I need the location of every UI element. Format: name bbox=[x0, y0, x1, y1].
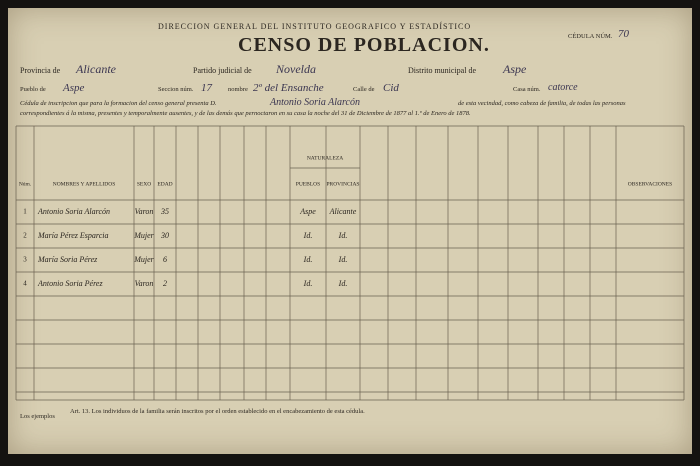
column-header: PROVINCIAS bbox=[326, 181, 359, 187]
footer-label: Los ejemplos bbox=[20, 413, 55, 420]
intro-text: de esta vecindad, como cabeza de familia… bbox=[458, 100, 626, 107]
casa: catorce bbox=[548, 82, 578, 93]
intro-text: correspondientes á la misma, presentes y… bbox=[20, 110, 471, 117]
cell-entry: Mujer bbox=[133, 255, 154, 264]
declarant: Antonio Soria Alarcón bbox=[270, 97, 360, 108]
cell-entry: María Pérez Esparcia bbox=[37, 231, 109, 240]
cell-entry: Id. bbox=[303, 279, 313, 288]
cell-entry: Mujer bbox=[133, 231, 154, 240]
census-table: NATURALEZA Núm. NOMBRES Y APELLIDOS SEXO EDA… bbox=[15, 125, 685, 401]
partido: Novelda bbox=[276, 62, 316, 76]
cell-entry: Varon bbox=[135, 207, 154, 216]
column-header: NOMBRES Y APELLIDOS bbox=[53, 181, 116, 187]
provincia-label: Provincia de bbox=[20, 66, 61, 75]
census-form: DIRECCION GENERAL DEL INSTITUTO GEOGRAFI… bbox=[8, 8, 692, 454]
nombre-label: nombre bbox=[228, 86, 248, 93]
pueblo-label: Pueblo de bbox=[20, 86, 46, 93]
intro-text: Cédula de inscripcion que para la formac… bbox=[20, 100, 217, 107]
cell-entry: Antonio Soria Pérez bbox=[37, 279, 103, 288]
row-number: 3 bbox=[23, 256, 27, 264]
title: CENSO DE POBLACION. bbox=[238, 34, 490, 56]
cell-entry: Antonio Soria Alarcón bbox=[37, 207, 110, 216]
distrito: Aspe bbox=[503, 62, 527, 76]
cell-entry: María Soria Pérez bbox=[37, 255, 98, 264]
cell-entry: Varon bbox=[135, 279, 154, 288]
pueblo: Aspe bbox=[63, 82, 85, 94]
cedula-number: 70 bbox=[618, 28, 629, 40]
column-header: Núm. bbox=[19, 181, 32, 187]
nombre: 2º del Ensanche bbox=[253, 82, 324, 94]
cell-entry: Alicante bbox=[329, 207, 357, 216]
cell-entry: Id. bbox=[338, 255, 348, 264]
cell-entry: 2 bbox=[163, 279, 167, 288]
casa-label: Casa núm. bbox=[513, 86, 541, 93]
seccion: 17 bbox=[201, 82, 212, 94]
row-number: 4 bbox=[23, 280, 27, 288]
row-number: 1 bbox=[23, 208, 27, 216]
column-header: PUEBLOS bbox=[296, 181, 320, 187]
cedula-label: CÉDULA NÚM. bbox=[568, 33, 613, 40]
calle: Cid bbox=[383, 82, 399, 94]
footer-note: Art. 13. Los individuos de la familia se… bbox=[70, 408, 365, 415]
column-header: EDAD bbox=[157, 181, 172, 187]
cell-entry: Aspe bbox=[299, 207, 316, 216]
cell-entry: 30 bbox=[160, 231, 169, 240]
cell-entry: Id. bbox=[338, 231, 348, 240]
cell-entry: Id. bbox=[338, 279, 348, 288]
seccion-label: Seccion núm. bbox=[158, 86, 194, 93]
provincia: Alicante bbox=[76, 62, 116, 76]
institution: DIRECCION GENERAL DEL INSTITUTO GEOGRAFI… bbox=[158, 22, 472, 31]
cell-entry: 6 bbox=[163, 255, 167, 264]
distrito-label: Distrito municipal de bbox=[408, 66, 476, 75]
group-header: NATURALEZA bbox=[307, 155, 343, 161]
calle-label: Calle de bbox=[353, 86, 375, 93]
cell-entry: 35 bbox=[160, 207, 169, 216]
column-header: SEXO bbox=[137, 181, 151, 187]
column-header: OBSERVACIONES bbox=[628, 181, 672, 187]
partido-label: Partido judicial de bbox=[193, 66, 252, 75]
cell-entry: Id. bbox=[303, 231, 313, 240]
row-number: 2 bbox=[23, 232, 27, 240]
cell-entry: Id. bbox=[303, 255, 313, 264]
